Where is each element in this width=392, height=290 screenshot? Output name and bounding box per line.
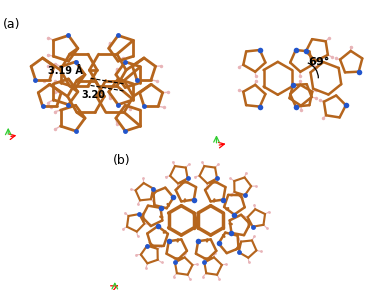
Text: (a): (a) xyxy=(3,18,20,31)
Text: (b): (b) xyxy=(113,154,131,167)
Text: 3.20: 3.20 xyxy=(81,90,105,100)
Text: 69°: 69° xyxy=(308,57,329,68)
Text: 3.19 Å: 3.19 Å xyxy=(49,66,83,76)
